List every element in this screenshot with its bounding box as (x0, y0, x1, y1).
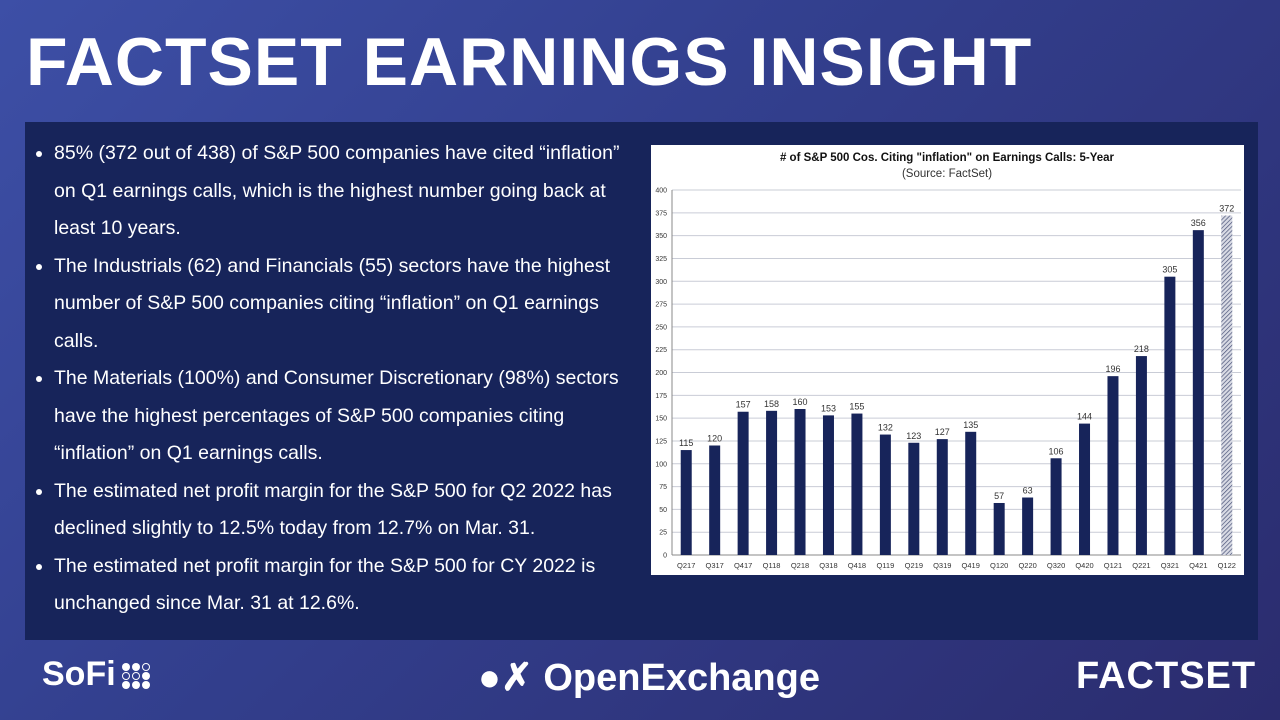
data-label: 356 (1191, 218, 1206, 228)
bar (766, 410, 778, 555)
y-tick-label: 275 (655, 302, 667, 309)
chart-svg: # of S&P 500 Cos. Citing "inflation" on … (655, 152, 1241, 570)
bar (1022, 497, 1034, 555)
y-tick-label: 0 (663, 553, 667, 560)
bar (822, 415, 834, 555)
x-tick-label: Q320 (1047, 561, 1065, 570)
data-label: 127 (935, 427, 950, 437)
bar (680, 450, 692, 555)
data-label: 132 (878, 423, 893, 433)
factset-logo: FACTSET (1076, 655, 1257, 697)
page-title: FACTSET EARNINGS INSIGHT (26, 24, 1033, 100)
data-label: 196 (1105, 364, 1120, 374)
bullet-item: The estimated net profit margin for the … (30, 473, 640, 548)
x-tick-label: Q121 (1104, 561, 1122, 570)
data-label: 57 (994, 491, 1004, 501)
x-tick-label: Q122 (1218, 561, 1236, 570)
bullet-list: 85% (372 out of 438) of S&P 500 companie… (30, 135, 640, 623)
x-tick-label: Q118 (763, 561, 781, 570)
x-tick-label: Q417 (734, 561, 752, 570)
data-label: 63 (1023, 486, 1033, 496)
x-tick-label: Q419 (962, 561, 980, 570)
y-tick-label: 50 (659, 507, 667, 514)
x-tick-label: Q219 (905, 561, 923, 570)
x-tick-label: Q120 (990, 561, 1008, 570)
bar (851, 413, 863, 555)
data-label: 305 (1162, 265, 1177, 275)
y-tick-label: 225 (655, 347, 667, 354)
bar (1221, 215, 1233, 556)
y-tick-label: 200 (655, 370, 667, 377)
bar (737, 411, 749, 555)
y-tick-label: 25 (659, 530, 667, 537)
openexchange-logo-text: OpenExchange (543, 657, 820, 699)
data-label: 218 (1134, 344, 1149, 354)
bar (879, 434, 891, 555)
bar (1192, 230, 1204, 555)
bullet-item: The estimated net profit margin for the … (30, 548, 640, 623)
bar (908, 442, 920, 555)
x-tick-label: Q119 (876, 561, 894, 570)
x-tick-label: Q217 (677, 561, 695, 570)
y-tick-label: 100 (655, 461, 667, 468)
bar (1079, 423, 1091, 555)
data-label: 135 (963, 420, 978, 430)
x-tick-label: Q418 (848, 561, 866, 570)
x-tick-label: Q318 (819, 561, 837, 570)
y-tick-label: 375 (655, 210, 667, 217)
data-label: 115 (679, 438, 693, 448)
bullet-item: The Industrials (62) and Financials (55)… (30, 248, 640, 361)
x-tick-label: Q218 (791, 561, 809, 570)
bar (993, 502, 1005, 555)
x-tick-label: Q321 (1161, 561, 1179, 570)
data-label: 160 (793, 397, 808, 407)
y-tick-label: 150 (655, 416, 667, 423)
data-label: 158 (764, 399, 779, 409)
y-tick-label: 125 (655, 438, 667, 445)
bar (965, 431, 977, 555)
chart-title: # of S&P 500 Cos. Citing "inflation" on … (780, 152, 1115, 164)
bar (1050, 458, 1062, 555)
sofi-logo: SoFi (42, 655, 151, 694)
openexchange-mark-icon: ●✗ (478, 657, 533, 699)
openexchange-logo: ●✗ OpenExchange (478, 655, 820, 700)
y-tick-label: 300 (655, 279, 667, 286)
data-label: 155 (849, 402, 864, 412)
bar (936, 439, 948, 555)
data-label: 123 (906, 431, 921, 441)
bar (1164, 276, 1176, 555)
y-tick-label: 250 (655, 324, 667, 331)
data-label: 153 (821, 403, 836, 413)
data-label: 106 (1049, 446, 1064, 456)
bar (1135, 356, 1147, 555)
x-tick-label: Q221 (1132, 561, 1150, 570)
y-tick-label: 325 (655, 256, 667, 263)
sofi-dots-icon (121, 663, 151, 690)
x-tick-label: Q420 (1075, 561, 1093, 570)
y-tick-label: 350 (655, 233, 667, 240)
y-tick-label: 175 (655, 393, 667, 400)
data-label: 372 (1219, 204, 1234, 214)
chart-subtitle: (Source: FactSet) (902, 168, 992, 180)
x-tick-label: Q421 (1189, 561, 1207, 570)
data-label: 120 (707, 434, 722, 444)
data-label: 144 (1077, 412, 1092, 422)
x-tick-label: Q319 (933, 561, 951, 570)
bar (1107, 376, 1119, 555)
x-tick-label: Q317 (705, 561, 723, 570)
data-label: 157 (736, 400, 751, 410)
bullet-item: The Materials (100%) and Consumer Discre… (30, 360, 640, 473)
y-tick-label: 75 (659, 484, 667, 491)
bar (794, 409, 806, 555)
sofi-logo-text: SoFi (42, 655, 116, 693)
x-tick-label: Q220 (1018, 561, 1036, 570)
bullet-item: 85% (372 out of 438) of S&P 500 companie… (30, 135, 640, 248)
y-tick-label: 400 (655, 188, 667, 195)
bar-chart: # of S&P 500 Cos. Citing "inflation" on … (651, 145, 1244, 575)
bar (709, 445, 721, 555)
